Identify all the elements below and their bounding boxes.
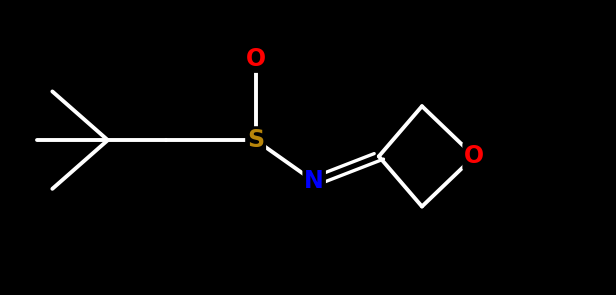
Text: O: O [246, 47, 265, 71]
Text: S: S [247, 128, 264, 152]
Text: O: O [464, 144, 484, 168]
Text: N: N [304, 169, 324, 194]
